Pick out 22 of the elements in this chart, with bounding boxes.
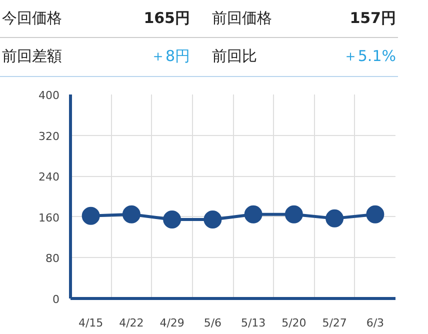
y-tick-label: 400 [38, 89, 60, 102]
text: 165円 [120, 0, 192, 38]
text: 前回比 [192, 38, 310, 77]
y-tick-label: 240 [38, 170, 60, 184]
x-tick-label: 5/13 [240, 316, 266, 330]
x-tick-label: 4/22 [119, 316, 144, 330]
text: 前回価格 [192, 0, 310, 38]
text: ＋8円 [120, 38, 192, 77]
y-tick-label: 320 [38, 130, 60, 143]
x-tick-label: 5/27 [322, 316, 347, 330]
y-tick-label: 0 [52, 293, 60, 306]
x-tick-label: 6/3 [366, 316, 384, 330]
text: 157円 [310, 0, 398, 38]
text: 前回差額 [0, 38, 120, 77]
x-tick-label: 4/29 [160, 316, 184, 330]
x-tick-label: 4/15 [78, 316, 104, 330]
y-tick-label: 80 [46, 252, 60, 266]
x-tick-label: 5/20 [282, 316, 306, 330]
text: ＋5.1% [310, 38, 398, 77]
x-tick-label: 5/6 [204, 316, 222, 330]
y-tick-label: 160 [38, 211, 60, 224]
text: 今回価格 [0, 0, 120, 38]
